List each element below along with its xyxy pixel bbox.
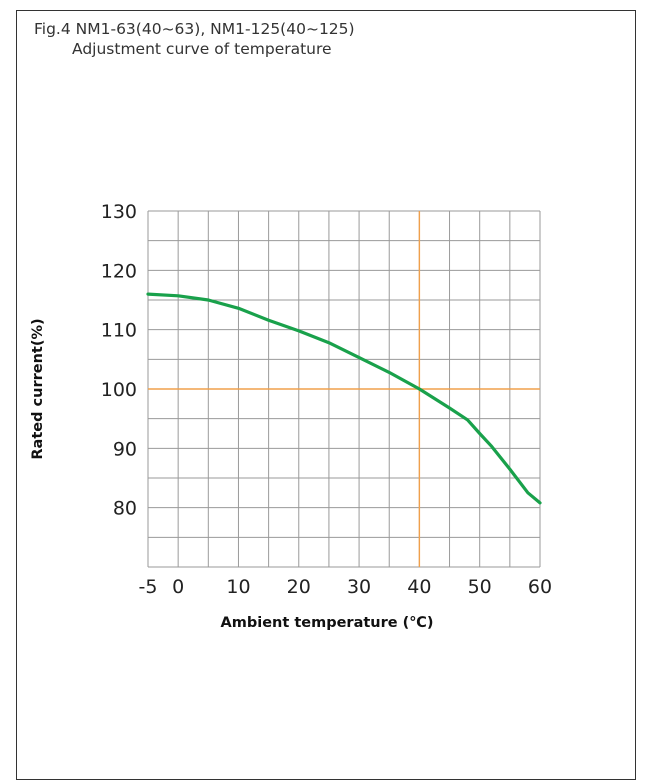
y-tick-label: 90 [113, 438, 137, 460]
y-tick-label: 120 [101, 260, 137, 282]
x-tick-label: -5 [139, 576, 158, 598]
series-line [146, 292, 542, 505]
x-tick-label: 10 [226, 576, 250, 598]
x-tick-label: 50 [468, 576, 492, 598]
x-tick-label: 40 [407, 576, 431, 598]
x-tick-label: 30 [347, 576, 371, 598]
y-tick-labels: 80 90 100 110 120 130 [101, 201, 137, 520]
y-axis-label: Rated current(%) [30, 318, 46, 459]
y-tick-label: 130 [101, 201, 137, 223]
x-axis-label: Ambient temperature (℃) [221, 615, 434, 631]
x-tick-labels: -5 0 10 20 30 40 50 60 [139, 576, 553, 598]
curve-layer [146, 292, 542, 505]
x-tick-label: 60 [528, 576, 552, 598]
figure-caption-line1: Fig.4 NM1-63(40~63), NM1-125(40~125) [34, 20, 355, 38]
reference-lines [148, 211, 540, 567]
y-tick-label: 100 [101, 379, 137, 401]
y-tick-label: 80 [113, 498, 137, 520]
y-tick-label: 110 [101, 320, 137, 342]
x-tick-label: 20 [287, 576, 311, 598]
figure-caption-line2: Adjustment curve of temperature [72, 40, 332, 58]
x-tick-label: 0 [172, 576, 184, 598]
